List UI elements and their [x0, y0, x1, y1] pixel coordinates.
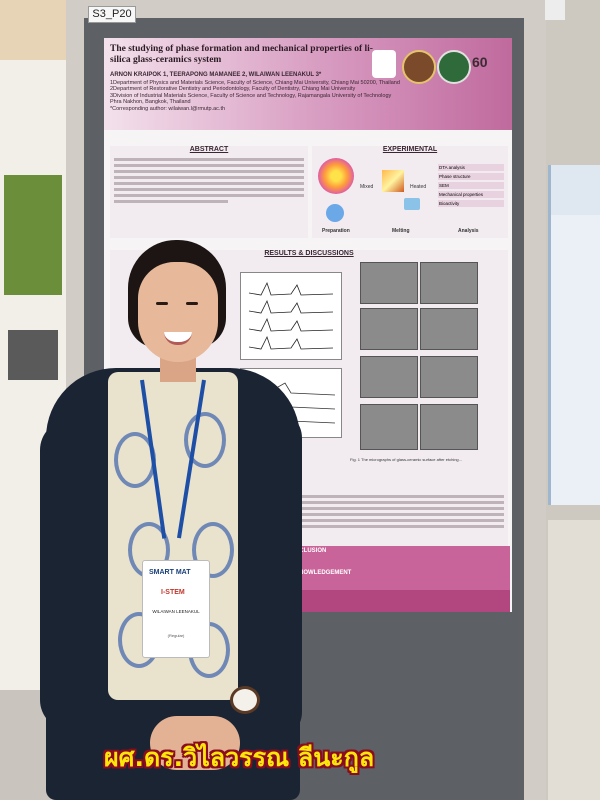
anniversary-logo: [437, 50, 471, 84]
blouse-pattern: [184, 412, 226, 468]
left-poster-image: [8, 330, 58, 380]
blouse-pattern: [192, 522, 234, 578]
smile: [164, 332, 192, 345]
left-poster-header: [0, 0, 68, 60]
analysis-list: DTA analysis Phase structure SEM Mechani…: [438, 162, 504, 209]
analysis-item: DTA analysis: [438, 164, 504, 171]
crucible-image: [382, 170, 404, 192]
smiling-face: [138, 262, 218, 362]
poster-title: The studying of phase formation and mech…: [110, 44, 373, 65]
badge-name: WILAIWAN LEENAKUL: [152, 609, 200, 614]
mixed-label: Mixed: [360, 184, 374, 190]
sem-image: [420, 262, 478, 304]
badge-sub-logo: I-STEM: [161, 589, 185, 596]
melting-label: Melting: [392, 228, 410, 234]
raw-materials-diagram: [318, 158, 354, 194]
university-logo: [372, 50, 396, 78]
badge-event-logo: SMART MAT: [149, 569, 191, 576]
sem-image: [360, 404, 418, 450]
left-poster-table: [4, 175, 62, 295]
name-badge: SMART MAT I-STEM WILAIWAN LEENAKUL (Regu…: [142, 560, 210, 658]
affiliation: 2Department of Restorative Dentistry and…: [110, 86, 356, 93]
badge-role: (Regular): [167, 633, 185, 638]
analysis-item: Bioactivity: [438, 200, 504, 207]
cao-pellet: [326, 204, 344, 222]
conclusion-heading: CONCLUSION: [286, 548, 327, 554]
experimental-heading: EXPERIMENTAL: [382, 146, 438, 153]
poster-footer-band: [280, 590, 510, 612]
sem-image: [360, 308, 418, 350]
right-poster-header: [551, 165, 600, 215]
affiliation: 3Division of Industrial Materials Scienc…: [110, 92, 392, 106]
discussion-body: [270, 490, 508, 533]
experimental-section: EXPERIMENTAL Mixed Heated DTA analysis P…: [312, 146, 508, 238]
name-caption: ผศ.ดร.วิไลวรรณ ลีนะกูล: [104, 743, 375, 772]
affiliation: *Corresponding author: wilaiwan.l@rmutp.…: [110, 105, 226, 112]
clasped-hands: [150, 716, 240, 770]
sem-image: [360, 262, 418, 304]
glass-sample: [404, 198, 420, 210]
xrd-plot-graphic: [248, 281, 334, 350]
wristwatch: [230, 686, 260, 714]
seal-logo: [402, 50, 436, 84]
sem-image: [360, 356, 418, 398]
board-clip: [545, 0, 565, 20]
figure-caption: Fig. 1 The micrographs of glass-ceramic …: [350, 457, 462, 462]
right-neighbor-poster: [548, 165, 600, 505]
sem-image: [420, 308, 478, 350]
analysis-item: Mechanical properties: [438, 191, 504, 198]
board-id-label: S3_P20: [88, 6, 136, 23]
abstract-section: ABSTRACT: [110, 146, 308, 238]
preparation-label: Preparation: [322, 228, 350, 234]
sem-image: [420, 404, 478, 450]
author-list: ARNON KRAIPOK 1, TEERAPONG MAMANEE 2, WI…: [110, 72, 322, 78]
analysis-item: Phase structure: [438, 173, 504, 180]
analysis-item: SEM: [438, 182, 504, 189]
right-eye: [186, 302, 198, 305]
poster-authors: ARNON KRAIPOK 1, TEERAPONG MAMANEE 2, WI…: [110, 72, 400, 113]
xrd-plot: [240, 272, 342, 360]
heated-label: Heated: [410, 184, 427, 190]
left-eye: [156, 302, 168, 305]
sem-image: [420, 356, 478, 398]
acknowledgement-heading: ACKNOWLEDGEMENT: [286, 570, 352, 576]
sixty-logo: 60: [472, 54, 488, 70]
abstract-heading: ABSTRACT: [189, 146, 229, 153]
analysis-label: Analysis: [458, 228, 479, 234]
right-wall-panel: [548, 520, 600, 800]
affiliation: 1Department of Physics and Materials Sci…: [110, 79, 400, 86]
abstract-body: [110, 153, 308, 208]
results-heading: RESULTS & DISCUSSIONS: [264, 250, 354, 257]
